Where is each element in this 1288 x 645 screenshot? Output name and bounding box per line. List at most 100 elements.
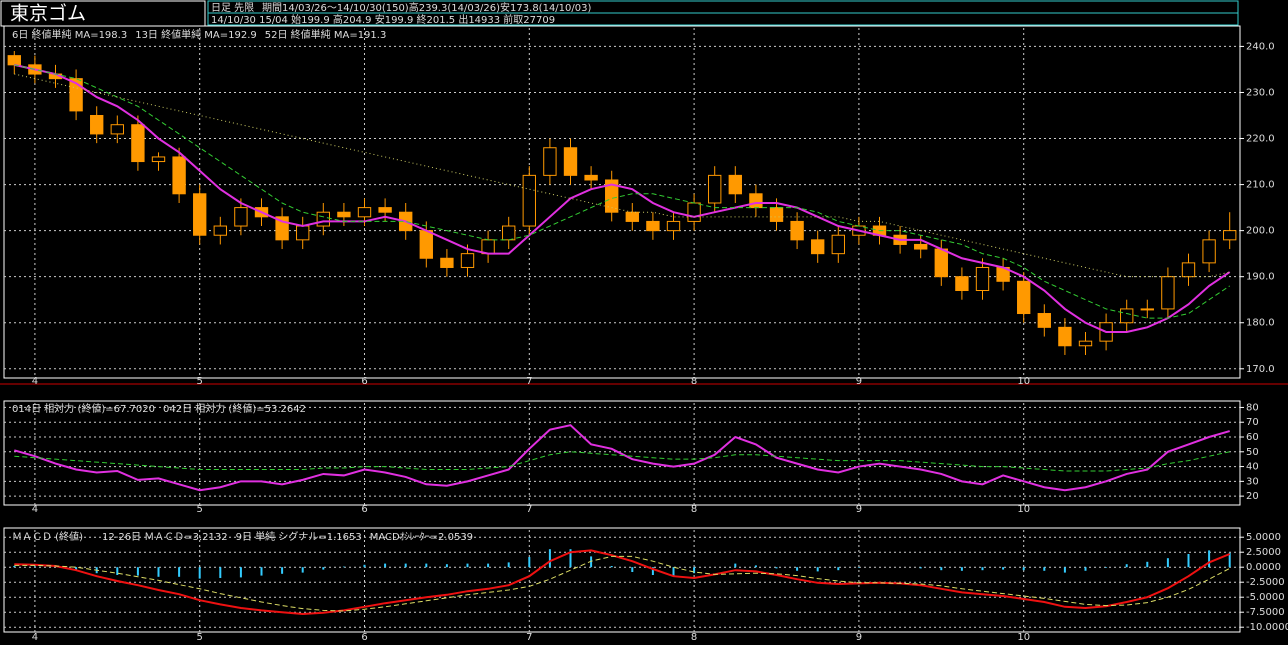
oscillator-bar bbox=[445, 564, 448, 568]
x-tick-label: 9 bbox=[856, 632, 862, 643]
y-tick-label: 20 bbox=[1246, 491, 1259, 502]
y-tick-label: 220.0 bbox=[1246, 134, 1275, 145]
candle-body bbox=[1202, 239, 1216, 264]
candle-body bbox=[1037, 313, 1051, 328]
candle-body bbox=[914, 243, 928, 250]
series-line bbox=[14, 63, 1231, 333]
candle-body bbox=[584, 174, 598, 181]
x-tick-label: 8 bbox=[691, 632, 697, 643]
oscillator-bar bbox=[384, 563, 387, 568]
title-box bbox=[0, 0, 206, 27]
x-tick-label: 10 bbox=[1017, 376, 1030, 387]
oscillator-bar bbox=[569, 549, 572, 568]
candle-body bbox=[378, 207, 392, 213]
oscillator-bar bbox=[610, 566, 613, 568]
last-quote: 14/10/30 15/04 始199.9 高204.9 安199.9 終201… bbox=[211, 13, 555, 26]
series-line bbox=[14, 73, 1230, 278]
x-tick-label: 5 bbox=[197, 632, 203, 643]
candle-body bbox=[790, 220, 804, 241]
oscillator-bar bbox=[940, 567, 943, 571]
candle-body bbox=[419, 230, 433, 259]
oscillator-bar bbox=[1105, 567, 1108, 568]
oscillator-bar bbox=[1146, 561, 1149, 568]
legend-entry: 9日 単純 シグナル=1.1653 bbox=[236, 530, 362, 543]
candle-body bbox=[460, 253, 475, 268]
y-tick-label: 80 bbox=[1246, 402, 1259, 413]
candle-body bbox=[955, 276, 969, 291]
oscillator-bar bbox=[363, 564, 366, 568]
oscillator-bar bbox=[1063, 567, 1066, 573]
x-tick-label: 6 bbox=[361, 376, 367, 387]
candle-body bbox=[1140, 308, 1154, 311]
candle-body bbox=[646, 220, 660, 232]
panel-frame bbox=[3, 400, 1241, 506]
oscillator-bar bbox=[301, 567, 304, 573]
oscillator-bar bbox=[75, 567, 78, 571]
y-tick-label: 5.0000 bbox=[1246, 532, 1281, 543]
oscillator-bar bbox=[1084, 567, 1087, 571]
oscillator-bar bbox=[1125, 564, 1128, 568]
candle-body bbox=[934, 248, 948, 278]
legend-entry: 12-26日 ＭＡＣＤ=3.2132 bbox=[102, 532, 228, 543]
y-tick-label: 40 bbox=[1246, 462, 1259, 473]
candle-body bbox=[193, 193, 207, 236]
oscillator-bar bbox=[693, 567, 696, 574]
candle-body bbox=[481, 239, 495, 255]
candle-body bbox=[316, 211, 330, 227]
candle-body bbox=[357, 207, 372, 218]
candle-body bbox=[811, 239, 825, 255]
oscillator-bar bbox=[116, 567, 119, 575]
candle-body bbox=[90, 115, 104, 135]
candle-body bbox=[605, 179, 619, 213]
oscillator-bar bbox=[219, 567, 222, 578]
y-tick-label: 60 bbox=[1246, 432, 1259, 443]
oscillator-bar bbox=[342, 566, 345, 568]
x-tick-label: 8 bbox=[691, 504, 697, 515]
x-tick-label: 9 bbox=[856, 376, 862, 387]
oscillator-bar bbox=[548, 549, 551, 568]
panel-frame bbox=[3, 527, 1241, 633]
series-line bbox=[14, 555, 1230, 612]
legend-entry: 13日 終値単純 MA=192.9 bbox=[135, 28, 257, 41]
series-line bbox=[14, 549, 1231, 616]
candle-body bbox=[131, 124, 145, 163]
x-tick-label: 5 bbox=[197, 504, 203, 515]
oscillator-bar bbox=[960, 567, 963, 571]
oscillator-bar bbox=[404, 563, 407, 568]
oscillator-bar bbox=[981, 567, 984, 571]
oscillator-bar bbox=[857, 567, 860, 568]
y-tick-label: 230.0 bbox=[1246, 87, 1275, 98]
candle-body bbox=[213, 225, 227, 236]
y-tick-label: 210.0 bbox=[1246, 180, 1275, 191]
oscillator-bar bbox=[281, 567, 284, 574]
oscillator-bar bbox=[239, 567, 242, 578]
y-tick-label: 180.0 bbox=[1246, 318, 1275, 329]
oscillator-bar bbox=[651, 567, 654, 575]
x-tick-label: 6 bbox=[361, 504, 367, 515]
candle-body bbox=[234, 207, 248, 227]
series-line bbox=[14, 424, 1230, 492]
candle-body bbox=[1120, 308, 1134, 324]
candle-body bbox=[1161, 276, 1175, 310]
oscillator-bar bbox=[816, 567, 819, 572]
candle-body bbox=[687, 202, 701, 222]
oscillator-bar bbox=[425, 563, 428, 568]
oscillator-bar bbox=[1043, 567, 1046, 571]
oscillator-bar bbox=[672, 567, 675, 577]
info-row bbox=[207, 12, 1239, 26]
oscillator-bar bbox=[507, 562, 510, 568]
candle-body bbox=[440, 257, 454, 268]
title: 東京ゴム bbox=[10, 3, 86, 25]
legend-entry: 014日 相対力 (終値)=67.7020 bbox=[12, 402, 155, 415]
y-tick-label: -7.5000 bbox=[1246, 607, 1285, 618]
legend-entry: 52日 終値単純 MA=191.3 bbox=[265, 28, 387, 41]
y-tick-label: -10.0000 bbox=[1246, 622, 1288, 633]
x-tick-label: 8 bbox=[691, 376, 697, 387]
x-tick-label: 4 bbox=[32, 504, 38, 515]
y-tick-label: 170.0 bbox=[1246, 364, 1275, 375]
x-tick-label: 9 bbox=[856, 504, 862, 515]
x-tick-label: 10 bbox=[1017, 632, 1030, 643]
candle-body bbox=[172, 156, 186, 195]
x-tick-label: 6 bbox=[361, 632, 367, 643]
y-tick-label: -2.5000 bbox=[1246, 577, 1285, 588]
